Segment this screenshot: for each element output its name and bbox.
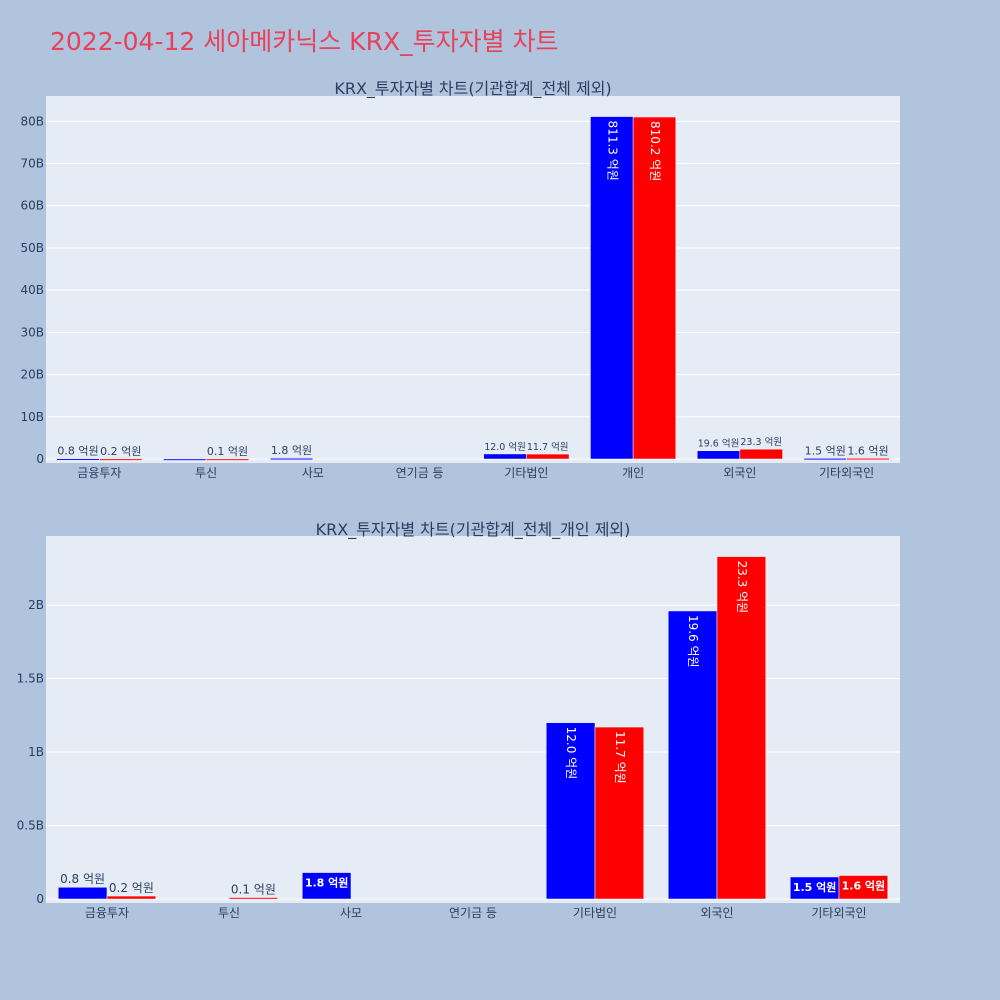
plot-area [46,536,900,903]
x-tick-label: 기타외국인 [811,906,866,920]
x-tick-label: 기타법인 [504,466,548,480]
bar [590,116,634,460]
bar [632,116,677,460]
bar [228,897,279,900]
bar-value-label: 0.1 억원 [231,883,276,897]
y-tick-label: 1.5B [17,672,44,686]
x-tick-label: 개인 [622,466,644,480]
bar-value-label: 1.6 억원 [847,444,888,457]
y-tick-label: 0 [36,892,44,906]
x-tick-label: 연기금 등 [396,466,444,480]
x-tick-label: 투신 [218,906,240,920]
page-title: 2022-04-12 세아메카닉스 KRX_투자자별 차트 [50,27,559,56]
bar [57,886,108,900]
bar [803,458,847,461]
bar-value-label: 0.1 억원 [207,445,248,458]
plot-area [46,96,900,463]
bar-value-label: 1.8 억원 [271,444,312,457]
bar-value-label: 0.2 억원 [100,445,141,458]
bar [106,895,157,900]
bar-value-label: 1.8 억원 [305,876,349,890]
bar-value-label: 19.6 억원 [698,438,740,450]
bar-value-label: 1.6 억원 [842,878,886,892]
y-tick-label: 50B [20,241,44,255]
bar-value-label: 23.3 억원 [735,561,749,614]
y-tick-label: 60B [20,199,44,213]
y-tick-label: 0 [36,452,44,466]
y-tick-label: 70B [20,157,44,171]
x-tick-label: 투신 [195,466,217,480]
bar [99,458,143,461]
bar [205,458,250,461]
bar-value-label: 0.8 억원 [57,445,98,458]
bar [526,453,570,460]
chart-title: KRX_투자자별 차트(기관합계_전체 제외) [334,79,611,99]
bar [667,610,718,900]
x-tick-label: 사모 [302,466,324,480]
chart-top: 0 10B 20B 30B 40B 50B 60B 70B 80B KRX_투자자별 차트(기관합… [20,79,900,480]
bar-value-label: 811.3 억원 [605,121,619,181]
bar [696,450,741,460]
y-tick-label: 10B [20,410,44,424]
y-tick-label: 0.5B [17,819,44,833]
bar [269,457,314,460]
x-tick-label: 연기금 등 [449,906,497,920]
bar-value-label: 23.3 억원 [740,436,782,448]
x-tick-label: 외국인 [723,466,756,480]
bar-value-label: 810.2 억원 [648,121,662,181]
y-tick-label: 80B [20,114,44,128]
x-tick-label: 기타외국인 [819,466,874,480]
y-tick-label: 40B [20,283,44,297]
x-tick-label: 금융투자 [77,466,121,480]
bar [594,726,645,900]
bar-value-label: 11.7 억원 [527,441,569,453]
chart-title: KRX_투자자별 차트(기관합계_전체_개인 제외) [316,520,631,540]
y-tick-label: 20B [20,368,44,382]
bar [838,875,889,900]
y-tick-label: 30B [20,325,44,339]
bar-value-label: 12.0 억원 [564,727,578,780]
bar-value-label: 11.7 억원 [613,731,627,784]
bar [301,872,352,900]
bar [483,453,527,460]
bar-value-label: 12.0 억원 [484,441,526,453]
y-tick-label: 1B [28,745,44,759]
chart-bottom: 0 0.5B 1B 1.5B 2B KRX_투자자별 차트(기관합계_전체_개인 제외) 금… [17,520,900,920]
x-tick-label: 기타법인 [573,906,617,920]
bar [545,722,596,900]
x-tick-label: 외국인 [700,906,733,920]
bar [163,458,207,461]
x-tick-label: 사모 [340,906,362,920]
y-tick-label: 2B [28,598,44,612]
bar [716,556,767,900]
bar-value-label: 1.5 억원 [805,444,846,457]
bar-value-label: 19.6 억원 [686,615,700,668]
bar [56,458,100,461]
bar [846,458,890,461]
bar-value-label: 1.5 억원 [793,880,837,894]
bar-value-label: 0.8 억원 [60,872,105,886]
x-tick-label: 금융투자 [85,906,129,920]
bar-value-label: 0.2 억원 [109,881,154,895]
bar [739,448,783,460]
